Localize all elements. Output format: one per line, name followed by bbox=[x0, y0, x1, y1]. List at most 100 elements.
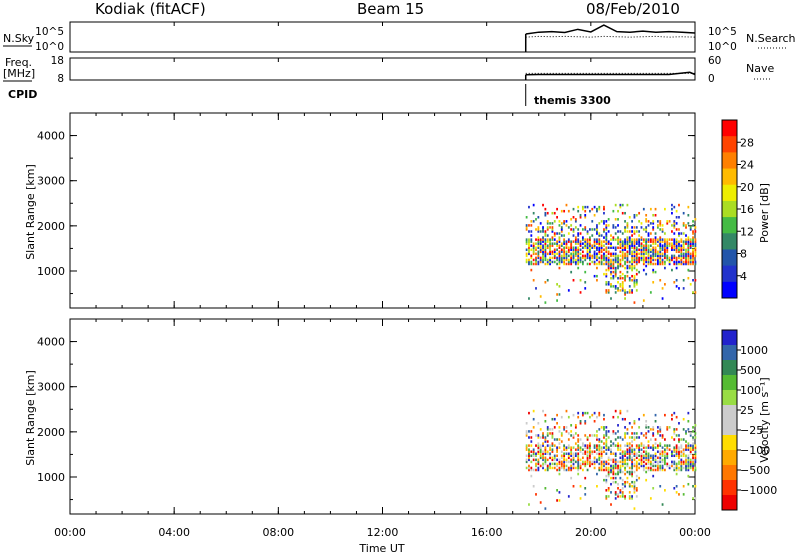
power-cell bbox=[614, 270, 617, 274]
velocity-cell bbox=[652, 454, 655, 458]
velocity-cell bbox=[584, 444, 587, 447]
velocity-cell bbox=[685, 440, 687, 443]
velocity-cell bbox=[563, 462, 566, 466]
power-cell bbox=[619, 270, 622, 274]
velocity-cell bbox=[624, 462, 626, 466]
power-cell bbox=[668, 258, 671, 262]
power-cell bbox=[628, 246, 631, 249]
power-cell bbox=[675, 285, 678, 288]
velocity-cell bbox=[525, 422, 528, 425]
velocity-cell bbox=[680, 450, 683, 453]
velocity-cell bbox=[614, 432, 617, 435]
power-cell bbox=[603, 258, 605, 262]
velocity-cell bbox=[528, 450, 530, 453]
power-cell bbox=[624, 252, 626, 256]
velocity-cell bbox=[544, 438, 547, 441]
velocity-cell bbox=[661, 464, 664, 468]
power-cell bbox=[525, 254, 528, 258]
date-title: 08/Feb/2010 bbox=[586, 0, 680, 18]
power-cell bbox=[631, 278, 633, 282]
velocity-cell bbox=[605, 478, 608, 482]
velocity-cell bbox=[610, 452, 612, 455]
power-cell bbox=[659, 256, 662, 260]
nsky-left-tick-bottom: 10^0 bbox=[35, 41, 64, 53]
power-cell bbox=[574, 258, 577, 262]
velocity-cell bbox=[572, 462, 575, 466]
power-cell bbox=[692, 291, 694, 294]
power-cell bbox=[617, 230, 619, 233]
power-cell bbox=[673, 254, 676, 258]
velocity-cell bbox=[525, 444, 528, 447]
power-cell bbox=[661, 246, 664, 249]
velocity-cell bbox=[659, 450, 662, 453]
power-cell bbox=[647, 248, 650, 252]
power-cell bbox=[666, 254, 669, 258]
velocity-cell bbox=[635, 478, 638, 482]
velocity-cell bbox=[638, 436, 641, 439]
velocity-cell bbox=[560, 466, 563, 470]
velocity-cell bbox=[607, 487, 610, 490]
velocity-cell bbox=[591, 450, 594, 453]
power-cell bbox=[694, 248, 697, 252]
power-cell bbox=[556, 244, 558, 247]
power-cell bbox=[654, 240, 657, 243]
power-cell bbox=[624, 293, 626, 296]
power-cell bbox=[607, 283, 610, 286]
power-cell bbox=[661, 240, 664, 243]
velocity-cell bbox=[647, 440, 650, 443]
power-cell bbox=[640, 242, 643, 245]
power-cell bbox=[565, 246, 568, 249]
power-cell bbox=[661, 287, 664, 290]
power-cell bbox=[528, 205, 530, 209]
power-cell bbox=[631, 260, 633, 264]
power-cell bbox=[553, 248, 556, 252]
power-cell bbox=[603, 220, 605, 223]
power-cell bbox=[671, 211, 673, 215]
power-cell bbox=[577, 232, 580, 235]
power-cell bbox=[682, 246, 685, 249]
velocity-cell bbox=[649, 497, 652, 500]
power-cell bbox=[579, 278, 582, 282]
velocity-cell bbox=[654, 454, 657, 458]
power-cell bbox=[687, 244, 690, 247]
power-cell bbox=[542, 226, 544, 229]
power-cell bbox=[605, 232, 608, 235]
velocity-cell bbox=[680, 458, 683, 462]
power-cell bbox=[668, 260, 671, 264]
power-cell bbox=[668, 244, 671, 247]
power-cell bbox=[577, 234, 580, 237]
power-cell bbox=[546, 220, 549, 223]
power-cell bbox=[551, 211, 554, 215]
power-cell bbox=[605, 238, 608, 241]
x-tick-label: 20:00 bbox=[575, 526, 607, 539]
power-cell bbox=[687, 262, 690, 266]
power-cell bbox=[635, 254, 638, 258]
velocity-cell bbox=[596, 430, 598, 433]
power-cell bbox=[617, 238, 619, 241]
power-cell bbox=[656, 254, 659, 258]
velocity-cell bbox=[556, 454, 558, 458]
velocity-cell bbox=[631, 452, 633, 455]
power-cell bbox=[579, 260, 582, 264]
power-cell bbox=[628, 285, 631, 288]
power-cell bbox=[626, 274, 629, 278]
power-cell bbox=[649, 250, 652, 254]
power-cell bbox=[652, 222, 655, 225]
velocity-cell bbox=[610, 482, 612, 486]
velocity-cell bbox=[647, 462, 650, 466]
velocity-cell bbox=[619, 444, 622, 447]
velocity-cell bbox=[678, 422, 680, 425]
power-cell bbox=[584, 256, 587, 260]
power-cell bbox=[574, 240, 577, 243]
power-cell bbox=[645, 258, 648, 262]
velocity-cell bbox=[638, 458, 641, 462]
velocity-cell bbox=[553, 454, 556, 458]
velocity-cell bbox=[546, 450, 549, 453]
nsky-right-label: N.Search bbox=[746, 32, 796, 45]
power-cell bbox=[689, 283, 692, 286]
velocity-cell bbox=[612, 464, 615, 468]
velocity-cell bbox=[596, 446, 598, 449]
power-cell bbox=[617, 266, 619, 270]
velocity-cell bbox=[675, 491, 678, 494]
velocity-cell bbox=[593, 444, 596, 447]
